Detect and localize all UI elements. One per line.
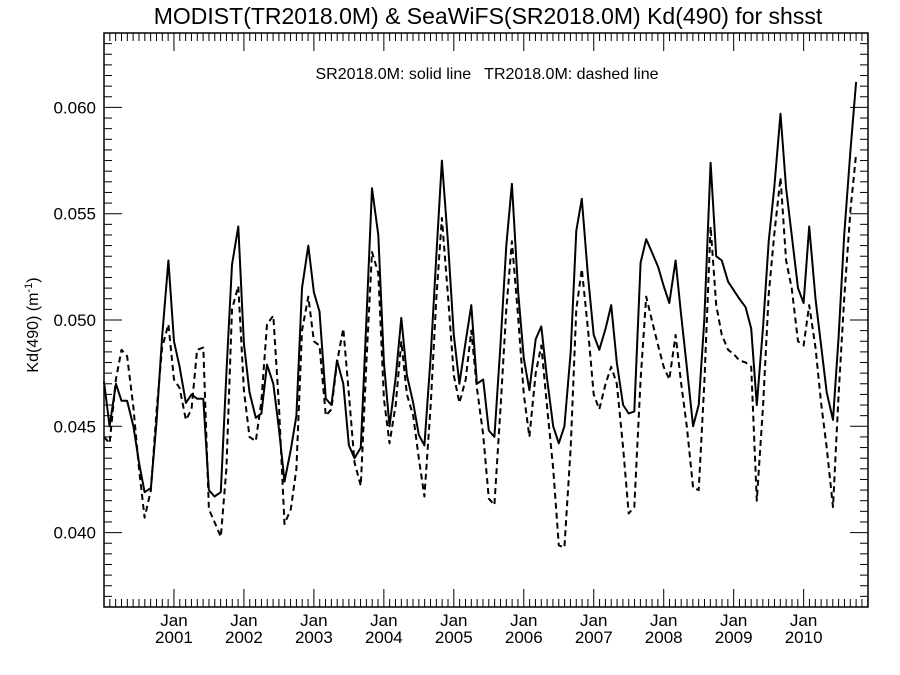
x-tick-month-label: Jan (370, 611, 397, 630)
legend-text: SR2018.0M: solid line TR2018.0M: dashed … (315, 66, 658, 83)
x-tick-year-label: 2002 (225, 628, 263, 647)
x-tick-month-label: Jan (790, 611, 817, 630)
x-tick-month-label: Jan (510, 611, 537, 630)
x-tick-month-label: Jan (580, 611, 607, 630)
x-tick-year-label: 2004 (365, 628, 403, 647)
x-tick-year-label: 2001 (155, 628, 193, 647)
x-axis: Jan2001Jan2002Jan2003Jan2004Jan2005Jan20… (103, 33, 869, 647)
x-tick-year-label: 2003 (295, 628, 333, 647)
x-tick-year-label: 2010 (785, 628, 823, 647)
y-tick-label: 0.045 (53, 417, 96, 436)
y-axis-label-superscript: -1 (23, 283, 35, 293)
y-axis-label-close: ) (25, 277, 42, 282)
chart-title: MODIST(TR2018.0M) & SeaWiFS(SR2018.0M) K… (154, 3, 823, 29)
x-tick-year-label: 2005 (435, 628, 473, 647)
y-axis: 0.040 0.045 0.050 0.055 0.060 (53, 32, 868, 608)
x-tick-month-label: Jan (650, 611, 677, 630)
series-line-solid (103, 81, 858, 498)
y-tick-label: 0.050 (53, 311, 96, 330)
y-axis-label: Kd(490) (m-1) (23, 277, 42, 372)
series-line-dashed (103, 154, 858, 549)
svg-text:Kd(490) (m-1): Kd(490) (m-1) (23, 277, 42, 372)
x-tick-year-label: 2007 (575, 628, 613, 647)
series-layer (103, 81, 858, 549)
x-tick-year-label: 2008 (645, 628, 683, 647)
x-tick-year-label: 2006 (505, 628, 543, 647)
y-tick-label: 0.040 (53, 524, 96, 543)
x-tick-year-label: 2009 (715, 628, 753, 647)
y-axis-label-main: Kd(490) (m (25, 293, 42, 373)
y-tick-label: 0.060 (53, 98, 96, 117)
x-tick-month-label: Jan (160, 611, 187, 630)
plot-frame (103, 32, 869, 608)
y-tick-label: 0.055 (53, 205, 96, 224)
x-tick-month-label: Jan (230, 611, 257, 630)
x-tick-month-label: Jan (300, 611, 327, 630)
x-tick-month-label: Jan (720, 611, 747, 630)
x-tick-month-label: Jan (440, 611, 467, 630)
